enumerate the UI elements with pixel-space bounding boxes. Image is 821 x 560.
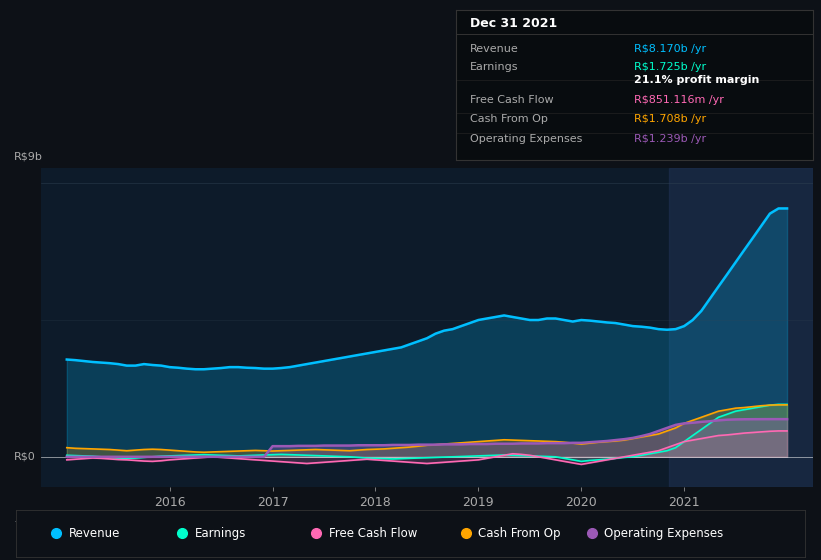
Text: Earnings: Earnings: [470, 62, 518, 72]
Text: Dec 31 2021: Dec 31 2021: [470, 17, 557, 30]
Bar: [669, 168, 813, 487]
Text: Operating Expenses: Operating Expenses: [470, 134, 582, 143]
Text: Cash From Op: Cash From Op: [479, 527, 561, 540]
Text: Earnings: Earnings: [195, 527, 246, 540]
Text: R$8.170b /yr: R$8.170b /yr: [635, 44, 706, 54]
Text: Cash From Op: Cash From Op: [470, 114, 548, 124]
Text: Free Cash Flow: Free Cash Flow: [328, 527, 417, 540]
Text: R$9b: R$9b: [14, 152, 43, 162]
Text: Operating Expenses: Operating Expenses: [604, 527, 723, 540]
Text: R$1.708b /yr: R$1.708b /yr: [635, 114, 706, 124]
Text: -R$1b: -R$1b: [14, 516, 47, 526]
Text: R$1.239b /yr: R$1.239b /yr: [635, 134, 706, 143]
Text: R$1.725b /yr: R$1.725b /yr: [635, 62, 706, 72]
Text: R$851.116m /yr: R$851.116m /yr: [635, 95, 724, 105]
Text: Revenue: Revenue: [68, 527, 120, 540]
Text: Free Cash Flow: Free Cash Flow: [470, 95, 553, 105]
Text: 21.1% profit margin: 21.1% profit margin: [635, 75, 759, 85]
Text: R$0: R$0: [14, 452, 36, 462]
Text: Revenue: Revenue: [470, 44, 519, 54]
